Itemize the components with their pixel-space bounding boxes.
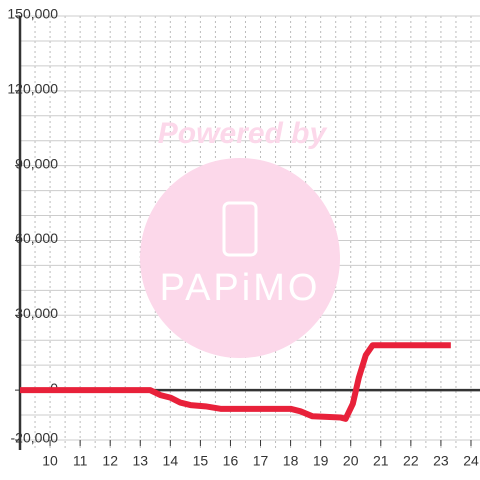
x-tick-label: 10 <box>42 453 58 469</box>
x-tick-label: 24 <box>463 453 479 469</box>
x-tick-label: 19 <box>313 453 329 469</box>
x-tick-label: 21 <box>373 453 389 469</box>
x-tick-label: 20 <box>343 453 359 469</box>
y-tick-label: 150,000 <box>7 6 58 22</box>
watermark-brand: PAPiMO <box>160 267 321 309</box>
x-tick-label: 22 <box>403 453 419 469</box>
y-tick-label: -20,000 <box>11 430 59 446</box>
watermark-circle <box>140 158 340 358</box>
x-tick-label: 23 <box>433 453 449 469</box>
y-tick-label: 120,000 <box>7 81 58 97</box>
line-series <box>20 342 451 422</box>
y-tick-label: 30,000 <box>15 305 58 321</box>
x-tick-label: 15 <box>193 453 209 469</box>
plot: -20,000030,00060,00090,000120,000150,000… <box>7 6 480 469</box>
x-tick-label: 13 <box>132 453 148 469</box>
y-tick-label: 60,000 <box>15 230 58 246</box>
x-tick-label: 16 <box>223 453 239 469</box>
x-tick-label: 12 <box>102 453 118 469</box>
x-tick-label: 14 <box>163 453 179 469</box>
watermark-top: Powered by <box>158 117 328 150</box>
watermark: Powered by PAPiMO <box>140 117 340 358</box>
x-tick-label: 17 <box>253 453 269 469</box>
watermark-phone <box>222 201 258 257</box>
x-tick-label: 18 <box>283 453 299 469</box>
y-tick-label: 90,000 <box>15 155 58 171</box>
x-tick-label: 11 <box>73 453 88 469</box>
